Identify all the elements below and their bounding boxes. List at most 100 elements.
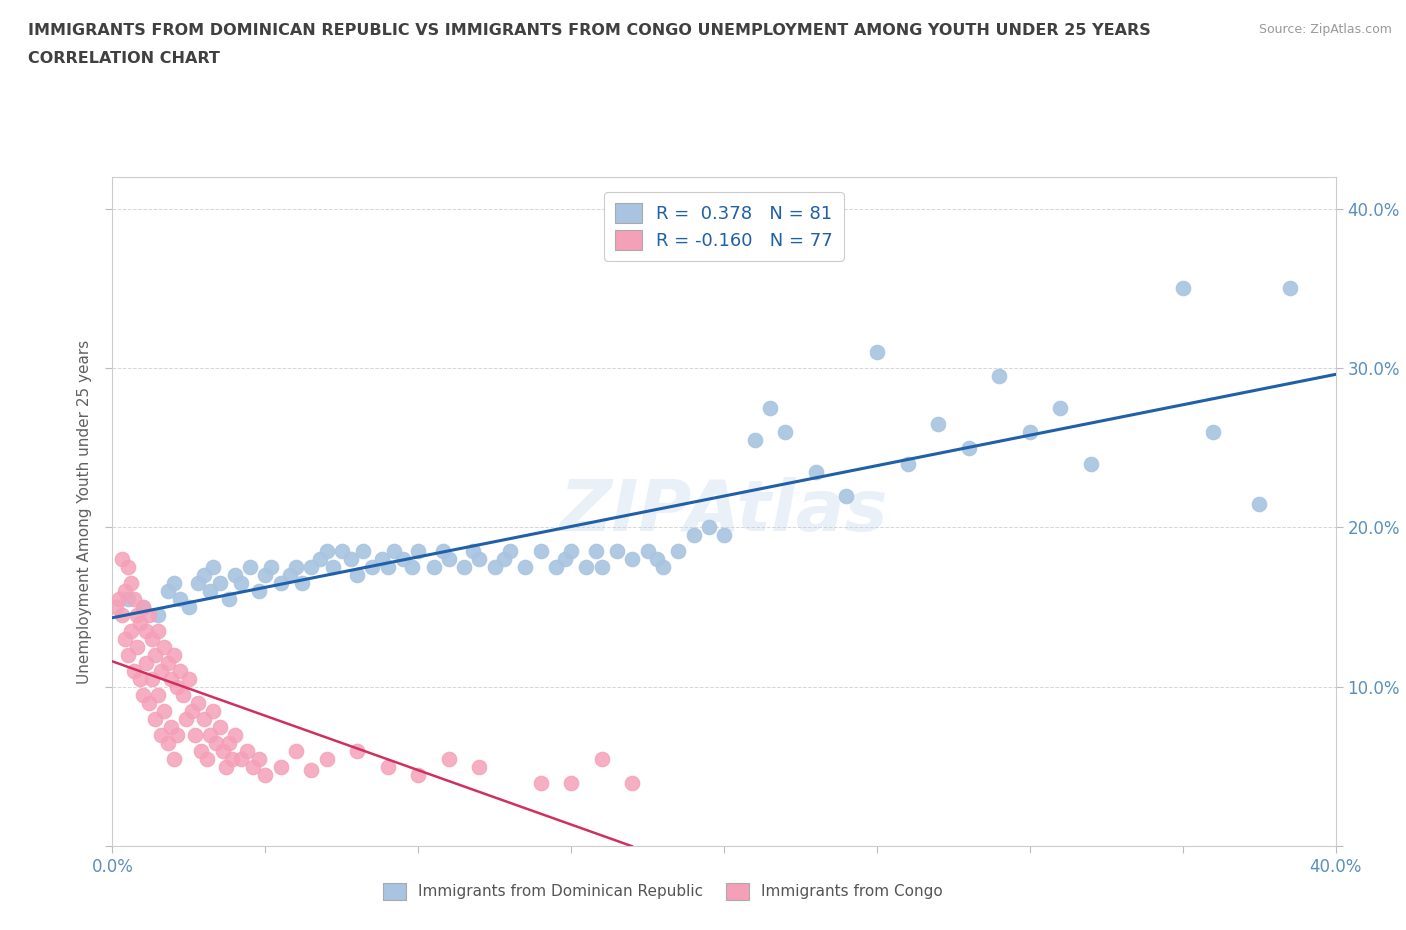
Point xyxy=(214,759,236,774)
Point xyxy=(468,551,491,566)
Point xyxy=(591,560,613,575)
Point xyxy=(148,607,170,622)
Point xyxy=(163,751,186,766)
Point xyxy=(117,591,139,606)
Point xyxy=(211,743,233,758)
Point xyxy=(432,544,454,559)
Point xyxy=(208,576,231,591)
Point xyxy=(453,560,475,575)
Point xyxy=(236,743,259,758)
Point xyxy=(141,671,163,686)
Point xyxy=(114,631,136,646)
Point xyxy=(422,560,444,575)
Point xyxy=(153,640,176,655)
Point xyxy=(499,544,522,559)
Point xyxy=(621,551,644,566)
Point xyxy=(835,488,858,503)
Point xyxy=(544,560,567,575)
Point xyxy=(221,751,243,766)
Text: Source: ZipAtlas.com: Source: ZipAtlas.com xyxy=(1258,23,1392,36)
Point xyxy=(530,775,553,790)
Legend: Immigrants from Dominican Republic, Immigrants from Congo: Immigrants from Dominican Republic, Immi… xyxy=(377,877,949,906)
Point xyxy=(135,656,157,671)
Point xyxy=(138,696,160,711)
Point xyxy=(129,616,152,631)
Point xyxy=(247,751,270,766)
Point xyxy=(484,560,506,575)
Point xyxy=(437,751,460,766)
Point xyxy=(200,727,222,742)
Point xyxy=(247,584,270,599)
Point xyxy=(169,663,191,678)
Point xyxy=(775,424,797,439)
Point xyxy=(148,624,170,639)
Point xyxy=(897,457,920,472)
Point xyxy=(1080,457,1102,472)
Point xyxy=(174,711,197,726)
Point xyxy=(166,727,188,742)
Point xyxy=(492,551,515,566)
Point xyxy=(129,671,152,686)
Point xyxy=(208,719,231,734)
Point xyxy=(172,687,194,702)
Point xyxy=(957,440,980,455)
Point xyxy=(150,663,173,678)
Point xyxy=(1171,281,1194,296)
Point xyxy=(377,759,399,774)
Point xyxy=(340,551,363,566)
Point xyxy=(346,743,368,758)
Point xyxy=(330,544,353,559)
Point xyxy=(184,727,207,742)
Point xyxy=(575,560,598,575)
Point xyxy=(148,687,170,702)
Point xyxy=(408,767,430,782)
Text: CORRELATION CHART: CORRELATION CHART xyxy=(28,51,219,66)
Point xyxy=(254,767,277,782)
Point xyxy=(150,727,173,742)
Point xyxy=(200,584,222,599)
Point xyxy=(169,591,191,606)
Point xyxy=(163,576,186,591)
Point xyxy=(382,544,405,559)
Point xyxy=(242,759,264,774)
Point xyxy=(202,703,225,718)
Point xyxy=(117,560,139,575)
Point xyxy=(122,663,145,678)
Point xyxy=(190,743,212,758)
Point xyxy=(181,703,204,718)
Text: ZIPAtlas: ZIPAtlas xyxy=(560,477,889,546)
Point xyxy=(163,647,186,662)
Point xyxy=(166,680,188,695)
Point xyxy=(988,368,1011,383)
Point xyxy=(195,751,218,766)
Point xyxy=(585,544,607,559)
Point xyxy=(135,624,157,639)
Point xyxy=(652,560,675,575)
Point xyxy=(132,600,155,615)
Point xyxy=(515,560,537,575)
Point xyxy=(866,345,889,360)
Point xyxy=(697,520,720,535)
Point xyxy=(120,576,142,591)
Point xyxy=(621,775,644,790)
Point xyxy=(560,544,582,559)
Point xyxy=(120,624,142,639)
Point xyxy=(187,576,209,591)
Point xyxy=(468,759,491,774)
Point xyxy=(278,568,301,583)
Point xyxy=(927,417,949,432)
Point xyxy=(291,576,314,591)
Point xyxy=(392,551,415,566)
Point xyxy=(107,591,129,606)
Point xyxy=(254,568,277,583)
Point xyxy=(682,528,704,543)
Point xyxy=(193,568,215,583)
Point xyxy=(370,551,392,566)
Point xyxy=(1249,496,1271,511)
Point xyxy=(132,600,155,615)
Point xyxy=(125,607,148,622)
Point xyxy=(352,544,374,559)
Point xyxy=(284,560,308,575)
Point xyxy=(218,736,240,751)
Point xyxy=(141,631,163,646)
